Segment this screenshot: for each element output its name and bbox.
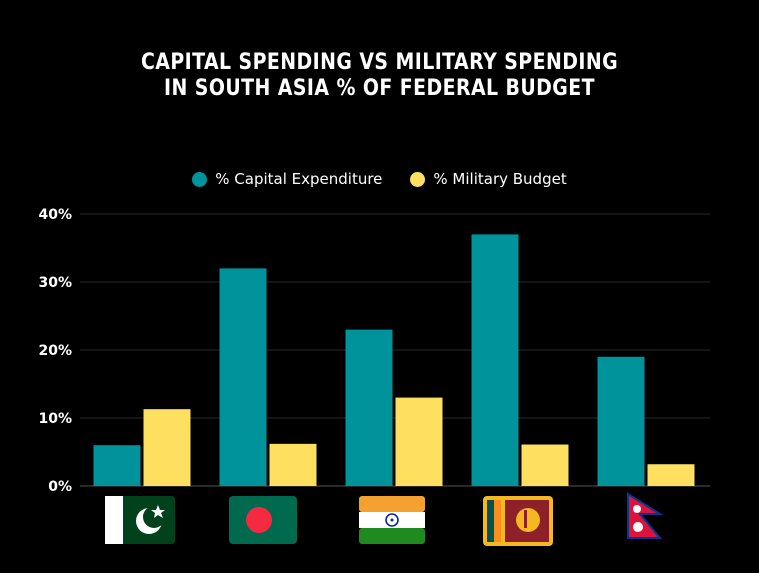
flag-moon bbox=[633, 505, 641, 513]
bar-capital-india bbox=[345, 329, 393, 486]
flag-sri-lanka bbox=[483, 496, 553, 546]
bar-military-nepal bbox=[647, 464, 695, 486]
bar-military-sri-lanka bbox=[521, 444, 569, 486]
flag-pakistan bbox=[105, 496, 175, 544]
bar-military-india bbox=[395, 397, 443, 486]
bar-capital-nepal bbox=[597, 356, 645, 486]
legend-label-capital: % Capital Expenditure bbox=[215, 170, 383, 188]
flag-stripe-green bbox=[487, 500, 494, 542]
y-tick-label: 40% bbox=[38, 207, 72, 223]
bar-capital-sri-lanka bbox=[471, 234, 519, 486]
bar-capital-bangladesh bbox=[219, 268, 267, 486]
flag-stripe-saffron bbox=[359, 496, 425, 512]
star bbox=[151, 505, 165, 518]
chakra-hub bbox=[390, 518, 394, 522]
flag-stripe-green bbox=[359, 528, 425, 544]
lion-sword bbox=[524, 510, 527, 528]
chart-title: CAPITAL SPENDING VS MILITARY SPENDING IN… bbox=[53, 50, 706, 102]
legend-item-capital: % Capital Expenditure bbox=[192, 170, 382, 188]
ashoka-chakra bbox=[385, 513, 399, 527]
legend-label-military: % Military Budget bbox=[433, 170, 567, 188]
y-tick-label: 10% bbox=[38, 411, 72, 427]
bar-capital-pakistan bbox=[93, 445, 141, 486]
flag-stripe-orange bbox=[494, 500, 501, 542]
flag-bangladesh bbox=[229, 496, 297, 544]
y-tick-label: 30% bbox=[38, 275, 72, 291]
y-tick-label: 0% bbox=[48, 479, 72, 495]
legend-item-military: % Military Budget bbox=[410, 170, 567, 188]
flag-stripe bbox=[105, 496, 123, 544]
chart-title-line-1: CAPITAL SPENDING VS MILITARY SPENDING bbox=[140, 50, 619, 75]
bar-military-pakistan bbox=[143, 409, 191, 486]
flag-nepal bbox=[627, 492, 664, 539]
flag-india bbox=[359, 496, 425, 544]
chart-legend: % Capital Expenditure % Military Budget bbox=[0, 170, 759, 188]
flag-sun bbox=[633, 522, 643, 532]
y-tick-label: 20% bbox=[38, 343, 72, 359]
legend-swatch-capital bbox=[192, 171, 208, 187]
chart-title-line-2: IN SOUTH ASIA % OF FEDERAL BUDGET bbox=[164, 76, 595, 101]
flag-pennant bbox=[627, 492, 664, 539]
lion-emblem bbox=[516, 508, 540, 532]
bar-military-bangladesh bbox=[269, 443, 317, 486]
legend-swatch-military bbox=[410, 171, 426, 187]
flag-disc bbox=[246, 507, 272, 533]
